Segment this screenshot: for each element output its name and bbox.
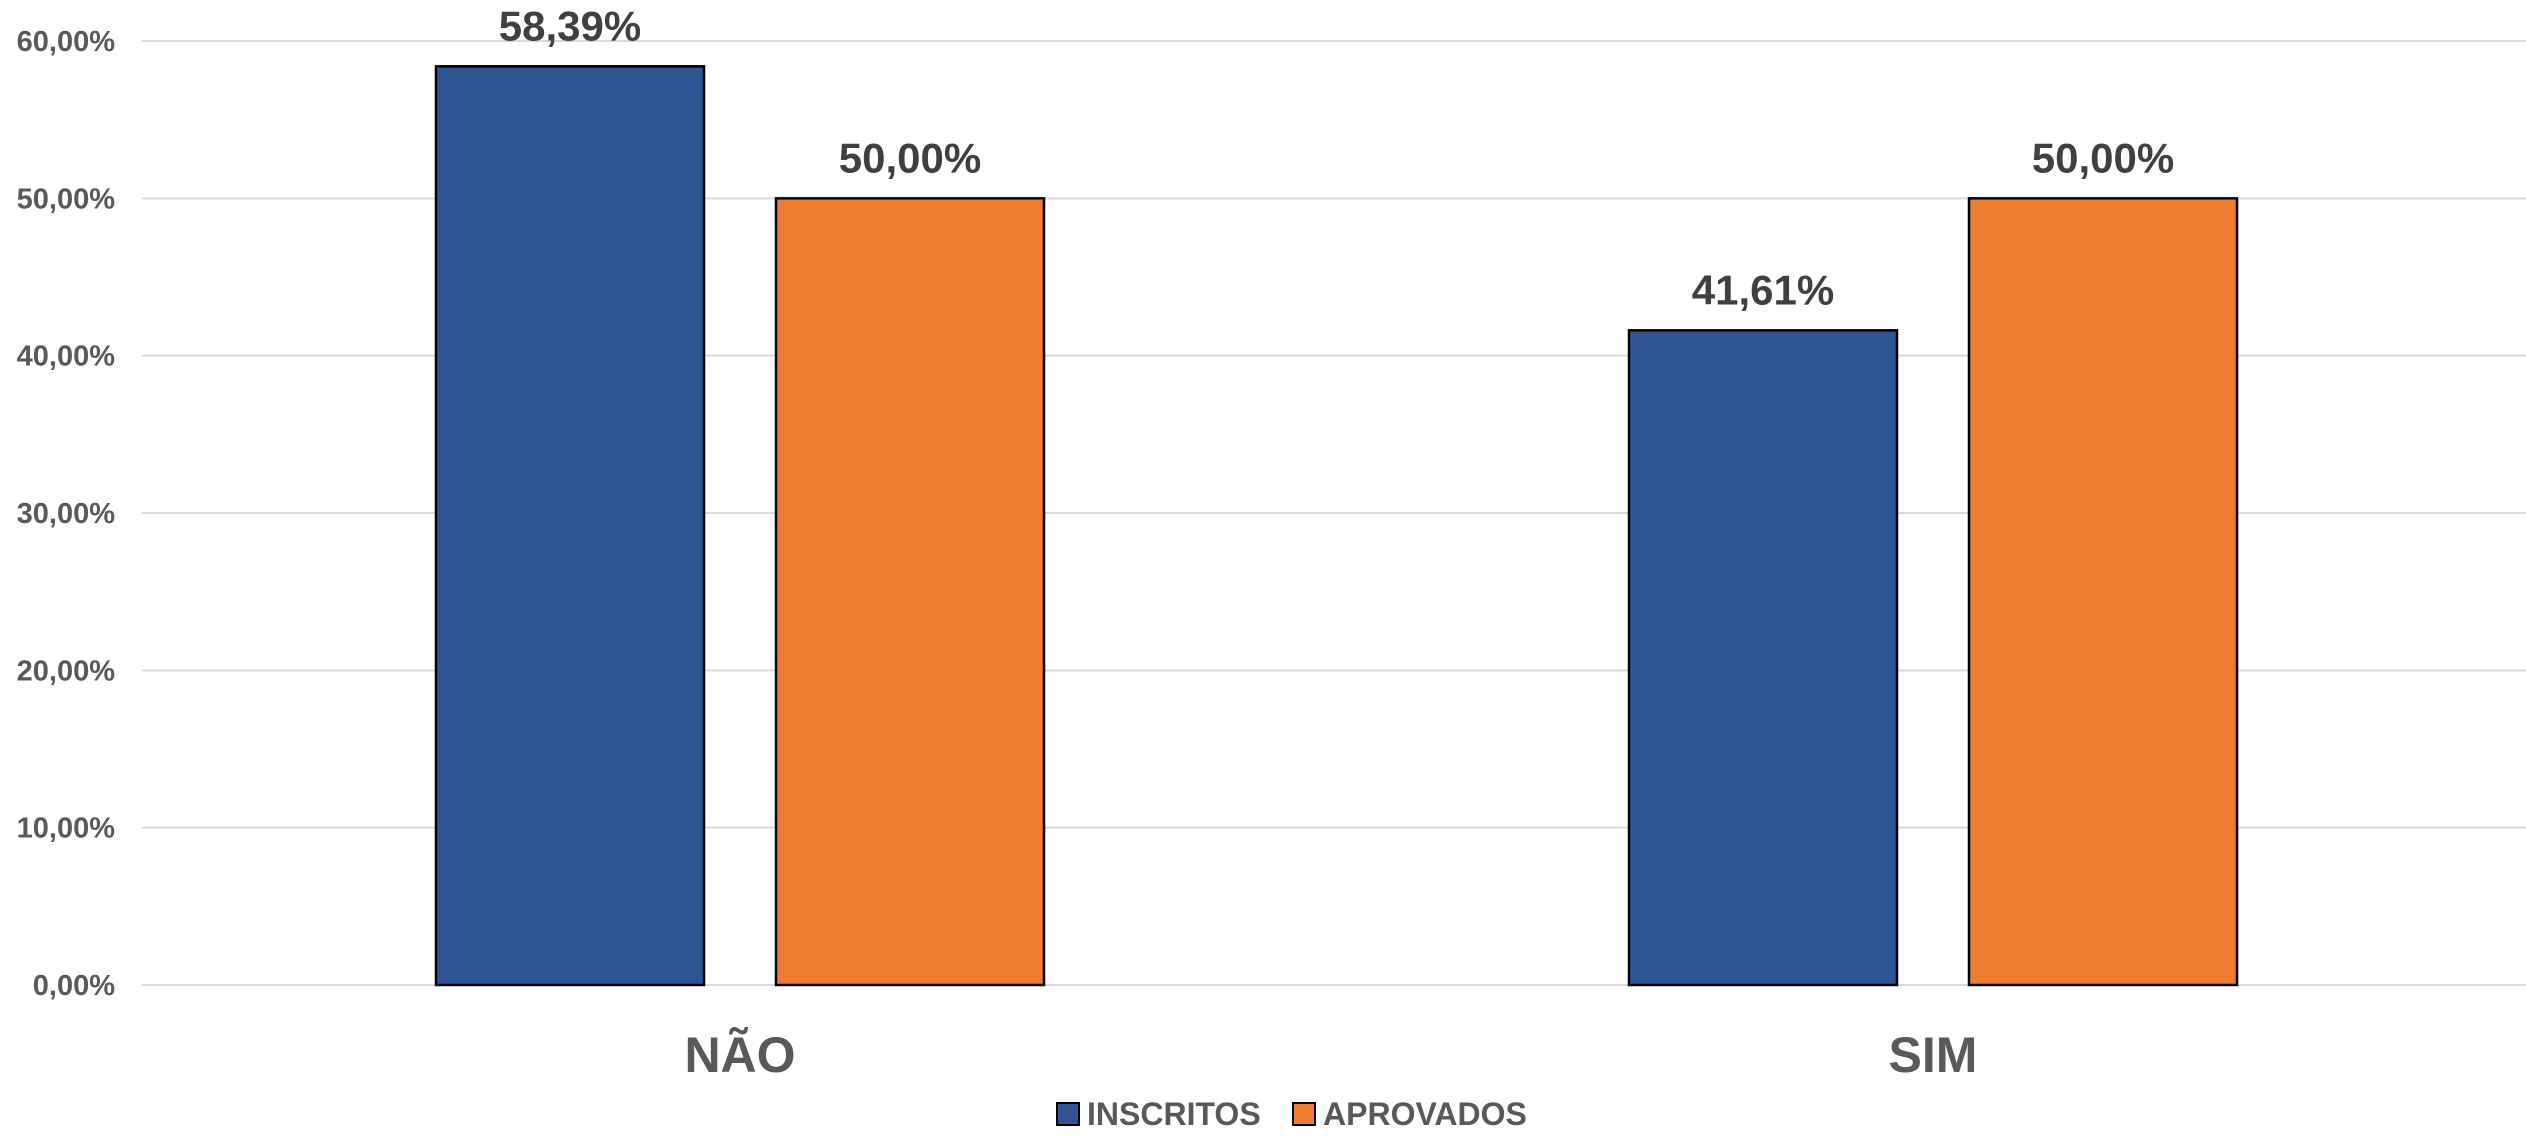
- data-labels: 58,39% 50,00% 41,61% 50,00%: [499, 2, 2174, 313]
- data-label: 50,00%: [2032, 134, 2174, 181]
- y-axis-ticks: 0,00% 10,00% 20,00% 30,00% 40,00% 50,00% 60,00…: [17, 26, 116, 1002]
- data-label: 50,00%: [839, 134, 981, 181]
- x-tick-label: SIM: [1889, 1027, 1978, 1083]
- legend: INSCRITOS APROVADOS: [1056, 1096, 1527, 1132]
- y-tick-label: 10,00%: [17, 813, 116, 845]
- legend-swatch-aprovados: [1292, 1102, 1316, 1126]
- bar-aprovados-sim: [1967, 197, 2239, 987]
- legend-label-aprovados: APROVADOS: [1323, 1096, 1527, 1132]
- x-tick-label: NÃO: [684, 1027, 795, 1083]
- bar-inscritos-sim: [1627, 329, 1899, 987]
- data-label: 58,39%: [499, 2, 641, 49]
- y-tick-label: 60,00%: [17, 26, 116, 58]
- x-axis-ticks: NÃO SIM: [684, 1027, 1977, 1083]
- y-tick-label: 40,00%: [17, 341, 116, 373]
- bar-inscritos-nao: [434, 65, 706, 987]
- legend-label-inscritos: INSCRITOS: [1087, 1096, 1261, 1132]
- legend-swatch-inscritos: [1056, 1102, 1080, 1126]
- bar-aprovados-nao: [774, 197, 1046, 987]
- bars: [434, 65, 2239, 987]
- data-label: 41,61%: [1692, 266, 1834, 313]
- y-tick-label: 30,00%: [17, 498, 116, 530]
- y-tick-label: 0,00%: [33, 970, 115, 1002]
- y-tick-label: 20,00%: [17, 655, 116, 687]
- y-tick-label: 50,00%: [17, 183, 116, 215]
